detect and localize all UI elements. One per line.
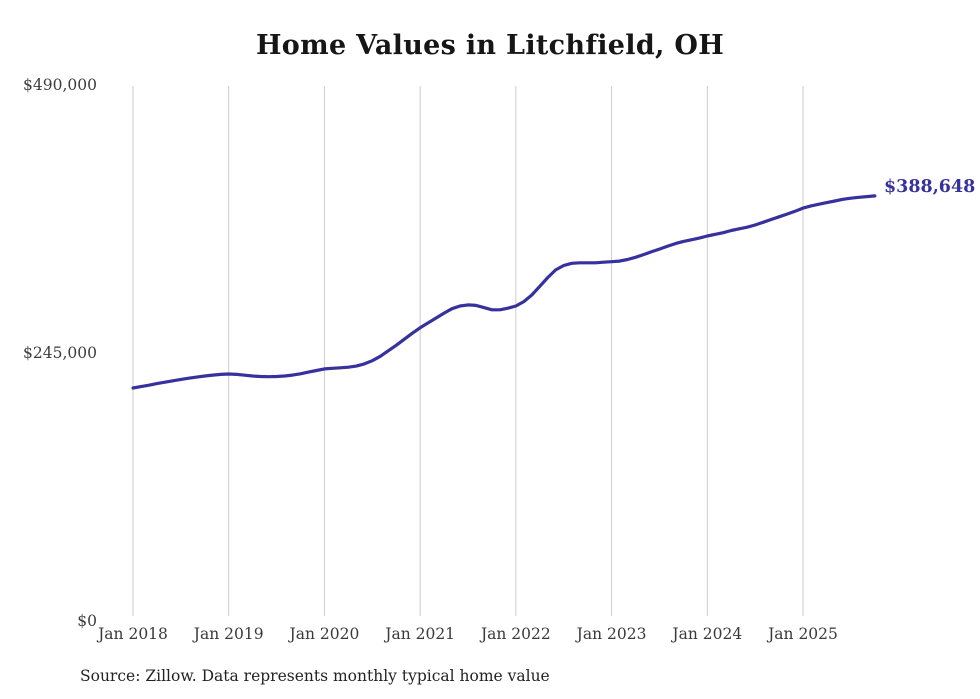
home-value-line — [131, 194, 877, 390]
source-note: Source: Zillow. Data represents monthly … — [80, 667, 550, 685]
chart-title: Home Values in Litchfield, OH — [255, 30, 725, 61]
x-tick-label: Jan 2023 — [576, 625, 647, 643]
x-tick-label: Jan 2020 — [289, 625, 360, 643]
y-tick-label: $0 — [77, 612, 97, 630]
x-tick-label: Jan 2025 — [768, 625, 838, 643]
x-tick-label: Jan 2019 — [193, 625, 264, 643]
end-value-label: $388,648 — [884, 177, 976, 197]
y-tick-label: $490,000 — [23, 76, 97, 94]
x-tick-label: Jan 2022 — [480, 625, 551, 643]
x-tick-label: Jan 2024 — [672, 625, 743, 643]
x-tick-label: Jan 2021 — [385, 625, 456, 643]
x-tick-label: Jan 2018 — [98, 625, 168, 643]
gridlines-group — [132, 86, 804, 616]
y-tick-label: $245,000 — [23, 344, 97, 362]
